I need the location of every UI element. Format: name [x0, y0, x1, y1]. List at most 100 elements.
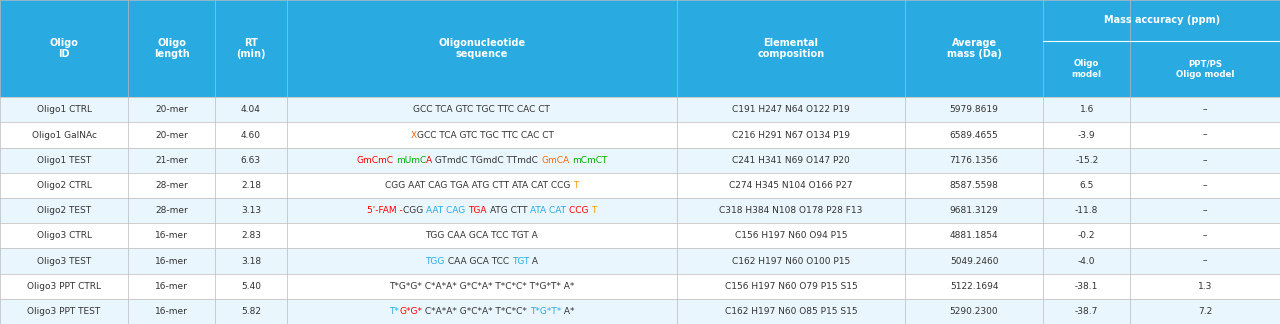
Text: RT
(min): RT (min) — [236, 38, 266, 59]
Text: CCG: CCG — [568, 206, 591, 215]
Text: TGG: TGG — [425, 257, 445, 265]
Text: 3.18: 3.18 — [241, 257, 261, 265]
Text: 8587.5598: 8587.5598 — [950, 181, 998, 190]
Text: 6589.4655: 6589.4655 — [950, 131, 998, 140]
Text: CAA GCA TCC: CAA GCA TCC — [445, 257, 512, 265]
Text: Oligonucleotide
sequence: Oligonucleotide sequence — [438, 38, 526, 59]
Text: TGA: TGA — [468, 206, 490, 215]
Bar — [0, 249, 1280, 273]
Bar — [0, 0, 1280, 97]
Text: 20-mer: 20-mer — [155, 105, 188, 114]
Text: 5290.2300: 5290.2300 — [950, 307, 998, 316]
Text: C318 H384 N108 O178 P28 F13: C318 H384 N108 O178 P28 F13 — [719, 206, 863, 215]
Text: –: – — [1203, 181, 1207, 190]
Text: –: – — [1203, 206, 1207, 215]
Text: A*: A* — [561, 307, 575, 316]
Text: 5'-FAM -: 5'-FAM - — [367, 206, 403, 215]
Text: -4.0: -4.0 — [1078, 257, 1096, 265]
Text: 16-mer: 16-mer — [155, 282, 188, 291]
Text: PPT/PS
Oligo model: PPT/PS Oligo model — [1176, 59, 1234, 79]
Bar — [0, 198, 1280, 223]
Text: GCC TCA GTC TGC TTC CAC CT: GCC TCA GTC TGC TTC CAC CT — [416, 131, 553, 140]
Text: –: – — [1203, 231, 1207, 240]
Text: Average
mass (Da): Average mass (Da) — [947, 38, 1001, 59]
Text: GTmdC TGmdC TTmdC: GTmdC TGmdC TTmdC — [433, 156, 541, 165]
Text: -0.2: -0.2 — [1078, 231, 1096, 240]
Text: mCmCT: mCmCT — [572, 156, 608, 165]
Text: T*G*T*: T*G*T* — [530, 307, 561, 316]
Text: C*A*A* G*C*A* T*C*C*: C*A*A* G*C*A* T*C*C* — [422, 307, 530, 316]
Text: 16-mer: 16-mer — [155, 257, 188, 265]
Text: C216 H291 N67 O134 P19: C216 H291 N67 O134 P19 — [732, 131, 850, 140]
Text: Oligo1 TEST: Oligo1 TEST — [37, 156, 91, 165]
Text: Oligo3 CTRL: Oligo3 CTRL — [37, 231, 91, 240]
Text: X: X — [411, 131, 416, 140]
Text: C156 H197 N60 O94 P15: C156 H197 N60 O94 P15 — [735, 231, 847, 240]
Text: C162 H197 N60 O100 P15: C162 H197 N60 O100 P15 — [732, 257, 850, 265]
Text: 2.18: 2.18 — [241, 181, 261, 190]
Text: –: – — [1203, 156, 1207, 165]
Text: 16-mer: 16-mer — [155, 307, 188, 316]
Text: CGG AAT CAG TGA ATG CTT ATA CAT CCG: CGG AAT CAG TGA ATG CTT ATA CAT CCG — [385, 181, 573, 190]
Text: G*G*: G*G* — [399, 307, 422, 316]
Text: ATG CTT: ATG CTT — [490, 206, 530, 215]
Text: 5122.1694: 5122.1694 — [950, 282, 998, 291]
Text: 21-mer: 21-mer — [155, 156, 188, 165]
Text: 4.60: 4.60 — [241, 131, 261, 140]
Text: 20-mer: 20-mer — [155, 131, 188, 140]
Text: -38.1: -38.1 — [1075, 282, 1098, 291]
Text: 9681.3129: 9681.3129 — [950, 206, 998, 215]
Bar — [0, 97, 1280, 122]
Bar — [0, 122, 1280, 148]
Text: -3.9: -3.9 — [1078, 131, 1096, 140]
Text: –: – — [1203, 131, 1207, 140]
Text: A: A — [426, 156, 433, 165]
Text: Oligo1 CTRL: Oligo1 CTRL — [37, 105, 91, 114]
Text: 5.82: 5.82 — [241, 307, 261, 316]
Text: 6.63: 6.63 — [241, 156, 261, 165]
Bar — [0, 173, 1280, 198]
Text: 5049.2460: 5049.2460 — [950, 257, 998, 265]
Text: C241 H341 N69 O147 P20: C241 H341 N69 O147 P20 — [732, 156, 850, 165]
Text: TGT: TGT — [512, 257, 530, 265]
Text: CGG: CGG — [403, 206, 426, 215]
Text: GCC TCA GTC TGC TTC CAC CT: GCC TCA GTC TGC TTC CAC CT — [413, 105, 550, 114]
Text: Oligo
ID: Oligo ID — [50, 38, 78, 59]
Text: –: – — [1203, 257, 1207, 265]
Text: Elemental
composition: Elemental composition — [758, 38, 824, 59]
Text: 5.40: 5.40 — [241, 282, 261, 291]
Text: T*G*G* C*A*A* G*C*A* T*C*C* T*G*T* A*: T*G*G* C*A*A* G*C*A* T*C*C* T*G*T* A* — [389, 282, 575, 291]
Text: 28-mer: 28-mer — [155, 206, 188, 215]
Text: T: T — [573, 181, 579, 190]
Text: Oligo2 CTRL: Oligo2 CTRL — [37, 181, 91, 190]
Text: mUmC: mUmC — [396, 156, 426, 165]
Text: 6.5: 6.5 — [1079, 181, 1094, 190]
Text: -11.8: -11.8 — [1075, 206, 1098, 215]
Text: T*: T* — [389, 307, 399, 316]
Text: 16-mer: 16-mer — [155, 231, 188, 240]
Text: 7.2: 7.2 — [1198, 307, 1212, 316]
Text: 5979.8619: 5979.8619 — [950, 105, 998, 114]
Text: GmCA: GmCA — [541, 156, 570, 165]
Text: -15.2: -15.2 — [1075, 156, 1098, 165]
Text: Oligo3 PPT CTRL: Oligo3 PPT CTRL — [27, 282, 101, 291]
Text: Oligo3 PPT TEST: Oligo3 PPT TEST — [27, 307, 101, 316]
Text: -38.7: -38.7 — [1075, 307, 1098, 316]
Text: 4.04: 4.04 — [241, 105, 261, 114]
Bar — [0, 148, 1280, 173]
Text: AAT CAG: AAT CAG — [426, 206, 468, 215]
Bar — [0, 223, 1280, 249]
Text: C162 H197 N60 O85 P15 S15: C162 H197 N60 O85 P15 S15 — [724, 307, 858, 316]
Text: 1.6: 1.6 — [1079, 105, 1094, 114]
Text: 7176.1356: 7176.1356 — [950, 156, 998, 165]
Text: Oligo2 TEST: Oligo2 TEST — [37, 206, 91, 215]
Text: –: – — [1203, 105, 1207, 114]
Text: C274 H345 N104 O166 P27: C274 H345 N104 O166 P27 — [730, 181, 852, 190]
Text: C191 H247 N64 O122 P19: C191 H247 N64 O122 P19 — [732, 105, 850, 114]
Text: Oligo
length: Oligo length — [154, 38, 189, 59]
Text: TGG CAA GCA TCC TGT A: TGG CAA GCA TCC TGT A — [425, 231, 539, 240]
Text: GmCmC: GmCmC — [356, 156, 393, 165]
Text: 1.3: 1.3 — [1198, 282, 1212, 291]
Text: Mass accuracy (ppm): Mass accuracy (ppm) — [1103, 16, 1220, 25]
Text: 3.13: 3.13 — [241, 206, 261, 215]
